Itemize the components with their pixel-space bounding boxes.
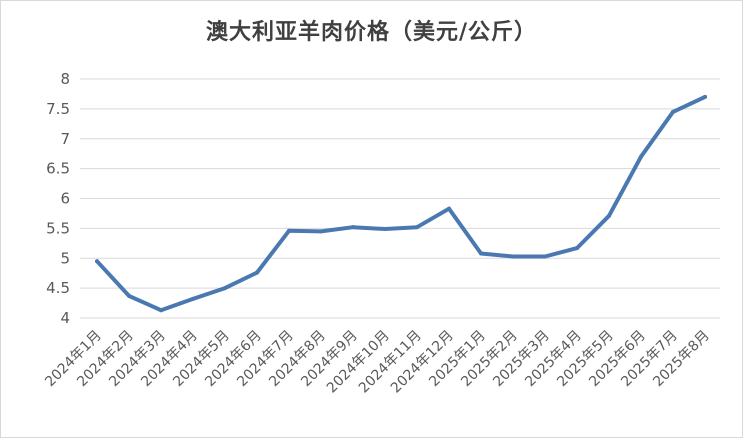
chart-title: 澳大利亚羊肉价格（美元/公斤） xyxy=(205,20,538,45)
y-tick-label: 4 xyxy=(60,309,70,327)
data-point xyxy=(479,251,483,256)
data-point xyxy=(127,293,131,298)
data-point xyxy=(415,225,419,230)
y-tick-label: 6.5 xyxy=(46,160,70,178)
data-point xyxy=(703,94,707,99)
data-point xyxy=(351,225,355,230)
y-tick-label: 5.5 xyxy=(46,219,70,237)
y-axis-tick-labels: 4 4.5 5 5.5 6 6.5 7 7.5 8 xyxy=(46,70,70,327)
data-point xyxy=(255,270,259,275)
x-axis-tick-labels: 2024年1月2024年2月2024年3月2024年4月2024年5月2024年… xyxy=(42,328,713,397)
data-point xyxy=(607,213,611,218)
data-point xyxy=(511,254,515,259)
series-line-path xyxy=(95,94,707,313)
y-tick-label: 6 xyxy=(60,190,70,208)
data-point xyxy=(287,228,291,233)
data-point xyxy=(639,154,643,159)
data-point xyxy=(191,296,195,301)
data-point xyxy=(319,229,323,234)
y-tick-label: 8 xyxy=(60,70,70,88)
y-tick-label: 7.5 xyxy=(46,100,70,118)
data-point xyxy=(447,206,451,211)
data-point xyxy=(95,259,99,264)
data-point xyxy=(159,308,163,313)
series-line xyxy=(95,94,707,313)
data-point xyxy=(543,254,547,259)
grid-lines xyxy=(80,78,720,319)
y-tick-label: 5 xyxy=(60,249,70,267)
y-tick-label: 4.5 xyxy=(46,279,70,297)
data-point xyxy=(383,226,387,231)
data-point xyxy=(575,246,579,251)
data-point xyxy=(223,286,227,291)
data-point xyxy=(671,109,675,114)
y-tick-label: 7 xyxy=(60,130,70,148)
